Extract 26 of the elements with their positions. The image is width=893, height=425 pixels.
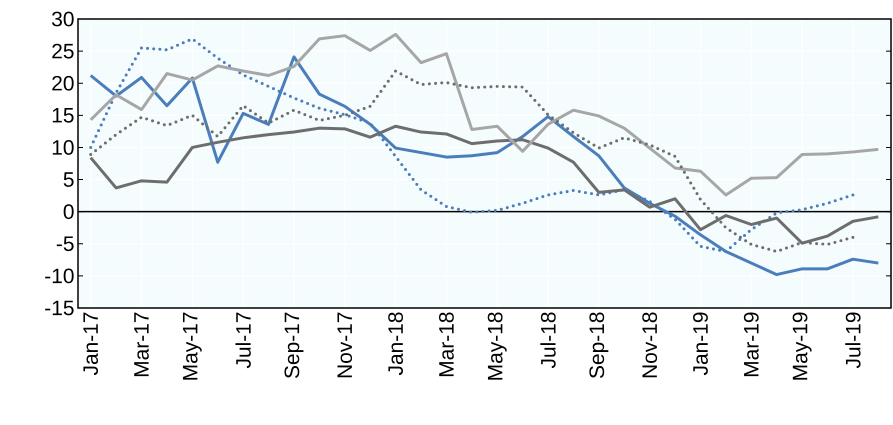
y-tick-label: 15 (52, 108, 74, 123)
x-tick-label: Nov-18 (642, 312, 658, 378)
x-tick-label: Sep-18 (589, 312, 608, 378)
x-tick-label: Mar-17 (134, 312, 149, 376)
x-tick-label: Jul-19 (845, 312, 861, 368)
x-tick-label: May-19 (792, 312, 812, 380)
x-tick-label: May-17 (182, 312, 202, 380)
y-tick-label: 10 (52, 140, 74, 155)
y-tick-label: -10 (45, 268, 74, 284)
x-tick-label: Sep-17 (284, 312, 304, 378)
x-tick-label: Nov-17 (337, 312, 352, 378)
x-tick-label: Mar-19 (744, 312, 759, 376)
y-tick-label: -5 (56, 236, 74, 252)
y-tick-label: 0 (64, 204, 74, 220)
x-tick-label: Jan-17 (83, 312, 98, 376)
x-tick-label: Jul-18 (540, 312, 556, 368)
y-tick-label: 20 (52, 76, 74, 91)
y-tick-label: -15 (45, 300, 74, 316)
x-tick-label: Jan-19 (693, 312, 708, 376)
x-tick-label: May-18 (488, 312, 507, 380)
y-tick-label: 25 (52, 44, 74, 59)
x-tick-label: Jul-17 (235, 312, 251, 368)
y-tick-label: 5 (64, 172, 74, 187)
y-tick-label: 30 (52, 12, 74, 26)
x-tick-label: Mar-18 (438, 312, 454, 376)
x-tick-label: Jan-18 (388, 312, 403, 376)
